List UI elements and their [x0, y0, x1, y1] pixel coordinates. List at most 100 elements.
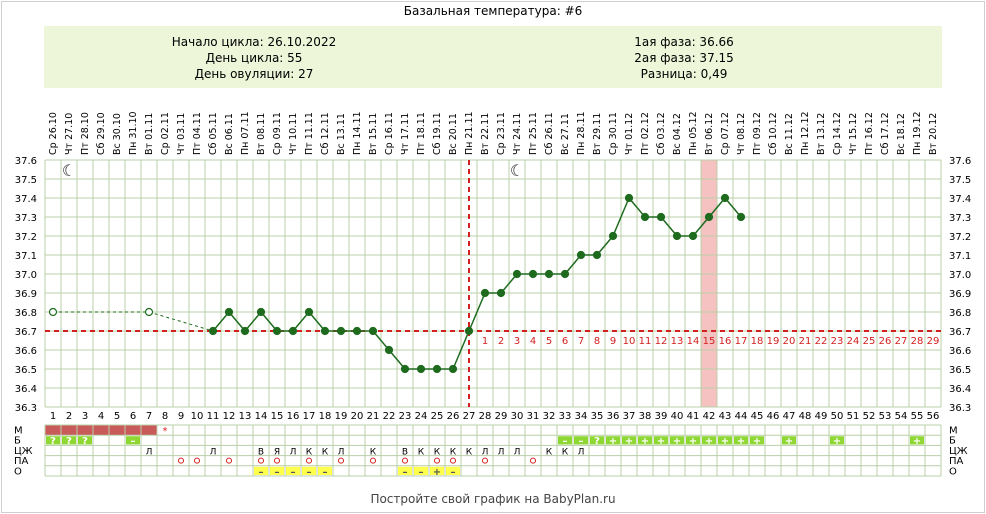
luteal-day-label: 22	[815, 336, 828, 347]
b-cell	[734, 436, 748, 445]
o-cell	[318, 466, 332, 475]
czh-mark: К	[562, 447, 569, 457]
temp-segment	[292, 311, 310, 332]
date-label: Ср 14.12	[832, 112, 843, 155]
temp-point	[496, 288, 506, 298]
day-number: 7	[146, 411, 152, 422]
date-label: Чт 10.11	[288, 113, 299, 155]
day-number: 53	[879, 411, 892, 422]
date-label: Ср 26.10	[48, 112, 59, 155]
temp-point	[416, 364, 426, 374]
date-label: Чт 01.12	[624, 113, 635, 155]
ytick-left: 36.3	[15, 403, 37, 414]
temp-point	[224, 307, 234, 317]
temp-point	[656, 212, 666, 222]
day-number: 21	[367, 411, 380, 422]
day-number: 56	[927, 411, 940, 422]
day-number: 22	[383, 411, 396, 422]
day-number: 24	[415, 411, 428, 422]
b-cell	[46, 436, 60, 445]
b-mark: +	[705, 436, 713, 447]
ytick-left: 36.7	[15, 327, 37, 338]
ytick-right: 36.8	[949, 308, 971, 319]
date-label: Сб 03.12	[656, 112, 667, 155]
day-number: 47	[783, 411, 796, 422]
menses-cell	[141, 425, 157, 436]
date-label: Чт 17.11	[400, 113, 411, 155]
day-number: 41	[687, 411, 700, 422]
day-number: 38	[639, 411, 652, 422]
temp-point	[640, 212, 650, 222]
temp-point	[528, 269, 538, 279]
ytick-left: 37.3	[15, 213, 37, 224]
row-label-left: Б	[14, 436, 21, 447]
date-label: Чт 15.12	[848, 113, 859, 155]
luteal-day-label: 4	[530, 336, 536, 347]
date-label: Пт 25.11	[528, 112, 539, 155]
b-cell	[830, 436, 844, 445]
footer-link[interactable]: Постройте свой график на BabyPlan.ru	[370, 492, 616, 506]
day-number: 37	[623, 411, 636, 422]
day-number: 13	[239, 411, 252, 422]
o-cell	[270, 466, 284, 475]
date-label: Вт 06.12	[704, 113, 715, 155]
pa-mark	[530, 457, 536, 464]
day-number: 25	[431, 411, 444, 422]
b-cell	[702, 436, 716, 445]
luteal-day-label: 1	[482, 336, 488, 347]
ytick-left: 37.6	[15, 156, 37, 167]
day-number: 44	[735, 411, 748, 422]
date-label: Пн 14.11	[352, 111, 363, 155]
date-label: Сб 19.11	[432, 112, 443, 155]
date-label: Вс 04.12	[672, 113, 683, 155]
temp-point	[560, 269, 570, 279]
date-label: Вс 06.11	[224, 113, 235, 155]
b-mark: +	[641, 436, 649, 447]
czh-mark: Л	[482, 447, 489, 457]
menses-cell	[109, 425, 125, 436]
temp-point	[288, 326, 298, 336]
date-label: Ср 16.11	[384, 112, 395, 155]
temp-point	[304, 307, 314, 317]
row-label-right: ПА	[949, 456, 964, 467]
temp-segment	[388, 349, 406, 370]
o-cell	[254, 466, 268, 475]
cycle-day: День цикла: 55	[205, 51, 303, 65]
temp-point	[144, 307, 154, 317]
luteal-day-label: 20	[783, 336, 796, 347]
b-cell	[718, 436, 732, 445]
temp-segment	[628, 197, 646, 218]
ovulation-day: День овуляции: 27	[194, 67, 314, 81]
b-cell	[126, 436, 140, 445]
day-number: 40	[671, 411, 684, 422]
temp-point	[464, 326, 474, 336]
b-cell	[558, 436, 572, 445]
ytick-right: 36.4	[949, 384, 971, 395]
day-number: 52	[863, 411, 876, 422]
date-label: Вс 27.11	[560, 113, 571, 155]
b-mark: +	[657, 436, 665, 447]
day-number: 20	[351, 411, 364, 422]
temp-point	[208, 326, 218, 336]
temp-point	[368, 326, 378, 336]
luteal-day-label: 13	[671, 336, 684, 347]
day-number: 32	[543, 411, 556, 422]
date-label: Сб 12.11	[320, 112, 331, 155]
day-number: 2	[66, 411, 72, 422]
day-number: 55	[911, 411, 924, 422]
o-mark: –	[403, 467, 408, 478]
chart-title: Базальная температура: #6	[403, 4, 583, 18]
temp-segment	[500, 273, 518, 294]
day-number: 35	[591, 411, 604, 422]
date-label: Ср 07.12	[720, 112, 731, 155]
czh-mark: К	[546, 447, 553, 457]
b-mark: –	[563, 436, 568, 447]
temp-point	[720, 193, 730, 203]
day-number: 33	[559, 411, 572, 422]
czh-mark: Л	[514, 447, 521, 457]
czh-mark: К	[322, 447, 329, 457]
day-number: 6	[130, 411, 136, 422]
luteal-day-label: 17	[735, 336, 748, 347]
pa-mark	[226, 457, 232, 464]
